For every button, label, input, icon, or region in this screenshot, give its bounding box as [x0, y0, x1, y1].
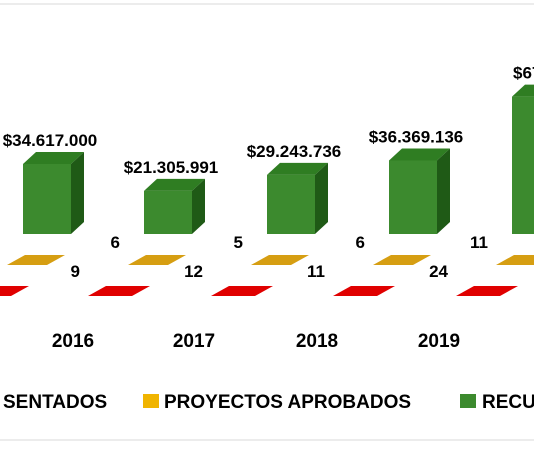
recursos-bar [512, 84, 534, 234]
recursos-bar [267, 162, 328, 234]
recursos-bar-front [267, 174, 315, 234]
legend-label-aprobados: PROYECTOS APROBADOS [164, 392, 411, 413]
recursos-bar-side [315, 162, 328, 234]
presentados-marker [88, 286, 150, 296]
aprobados-marker [251, 255, 309, 265]
recursos-bar-front [512, 96, 534, 234]
presentados-marker [333, 286, 395, 296]
x-tick-label: 2018 [296, 331, 338, 352]
recursos-bar [389, 148, 450, 234]
legend: SENTADOS PROYECTOS APROBADOS RECU [3, 392, 534, 413]
recursos-bar-side [437, 148, 450, 234]
x-axis: 20162017201820192020 [52, 331, 460, 352]
recursos-value-label: $67.94 [513, 64, 534, 83]
recursos-bar-top [267, 162, 328, 175]
x-tick-label: 2017 [173, 331, 215, 352]
recursos-bar-top [23, 152, 84, 164]
aprobados-value-label: 6 [111, 233, 120, 252]
x-tick-label: 2019 [418, 331, 460, 352]
legend-swatch-aprobados [143, 394, 159, 408]
presentados-marker [456, 286, 518, 296]
presentados-series: 9 12 11 24 [0, 262, 518, 296]
aprobados-marker [128, 255, 186, 265]
recursos-bar [23, 152, 84, 234]
presentados-value-label: 12 [184, 262, 203, 281]
recursos-series: $34.617.000 $21.305.991 $29.243.736 $36.369… [3, 64, 534, 234]
recursos-bar-side [192, 178, 205, 234]
recursos-bar-side [71, 152, 84, 234]
legend-label-recursos: RECU [482, 392, 534, 413]
recursos-bar-front [144, 190, 192, 234]
presentados-marker [211, 286, 273, 296]
legend-swatch-recursos [460, 394, 476, 408]
aprobados-value-label: 5 [234, 233, 243, 252]
recursos-value-label: $36.369.136 [369, 127, 464, 146]
presentados-value-label: 24 [429, 262, 448, 281]
aprobados-marker [373, 255, 431, 265]
recursos-bar-top [512, 84, 534, 97]
presentados-value-label: 9 [71, 262, 80, 281]
recursos-value-label: $29.243.736 [247, 142, 342, 161]
recursos-bar-top [389, 148, 450, 161]
x-tick-label: 2016 [52, 331, 94, 352]
aprobados-marker [7, 255, 65, 265]
recursos-bar-front [389, 160, 437, 234]
presentados-value-label: 11 [307, 262, 325, 281]
recursos-bar-front [23, 164, 71, 234]
recursos-bar-top [144, 178, 205, 191]
aprobados-marker [496, 255, 534, 265]
aprobados-value-label: 11 [470, 233, 488, 252]
aprobados-series: 1065611 [7, 233, 534, 265]
legend-label-presentados: SENTADOS [3, 392, 107, 413]
recursos-value-label: $34.617.000 [3, 131, 98, 150]
recursos-bar [144, 178, 205, 234]
aprobados-value-label: 6 [356, 233, 365, 252]
recursos-value-label: $21.305.991 [124, 158, 219, 177]
presentados-marker [0, 286, 29, 296]
